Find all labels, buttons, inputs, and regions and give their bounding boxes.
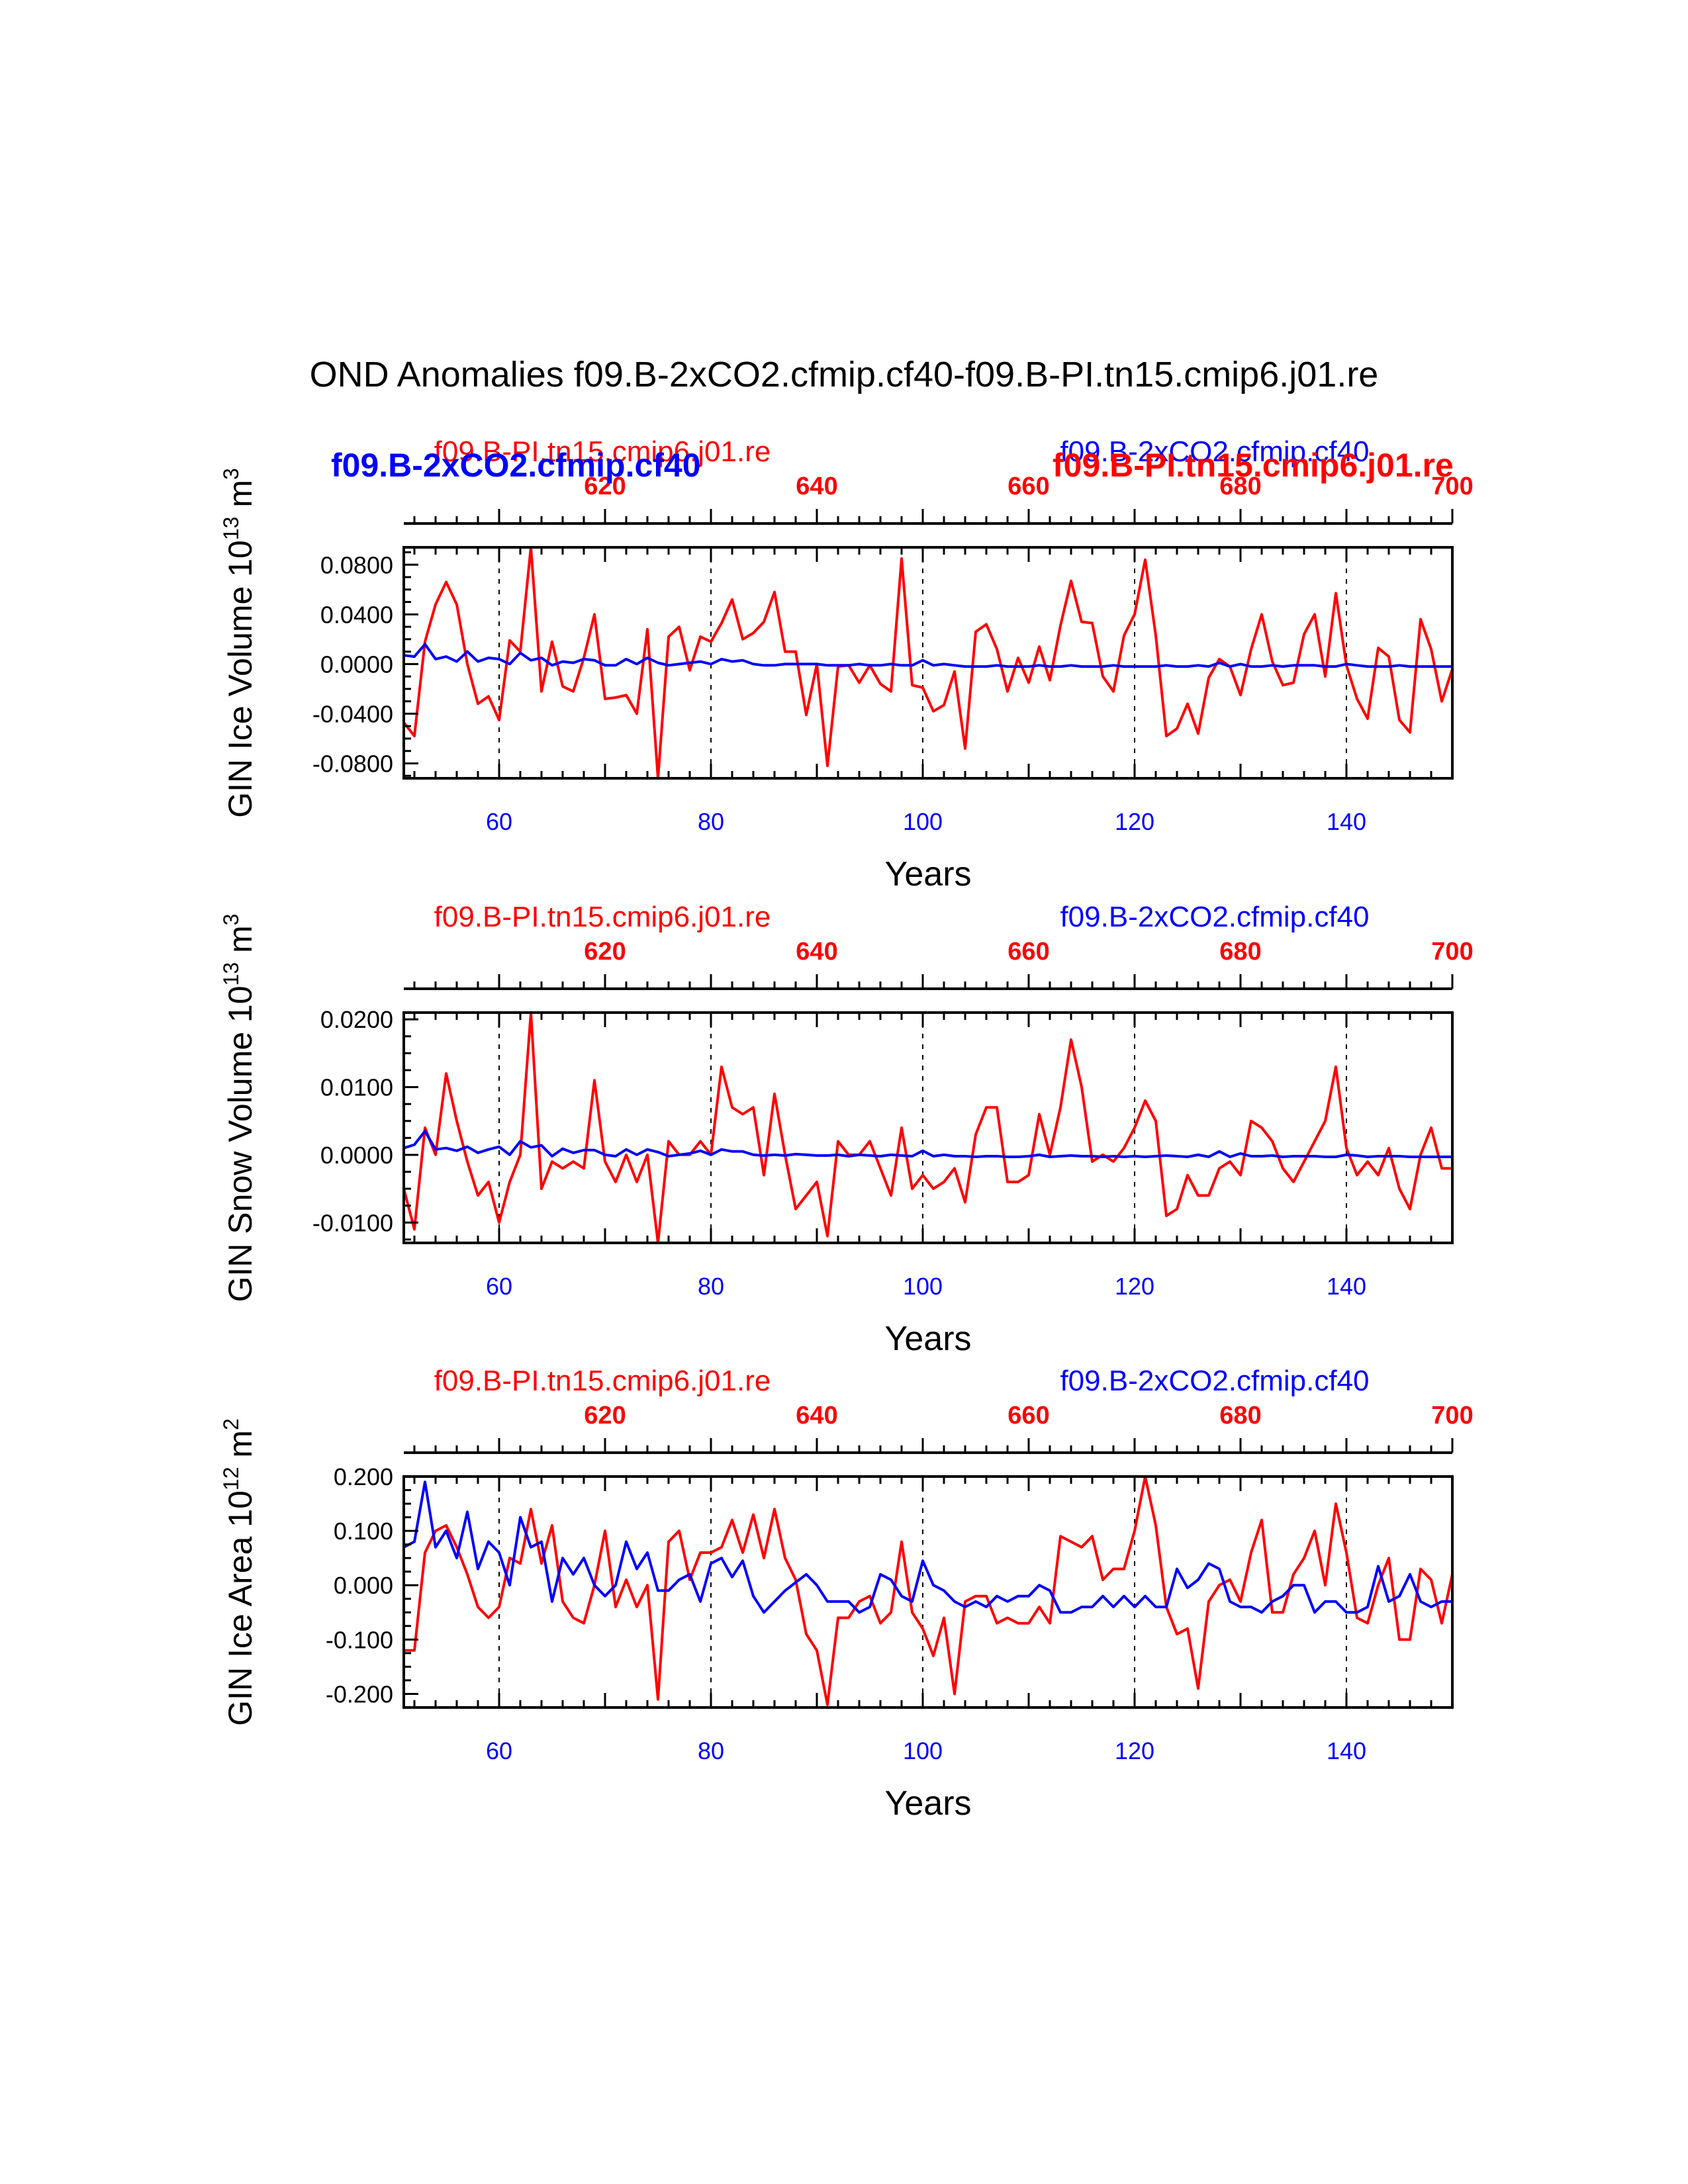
x-tick-label-bottom: 120 [1115,1273,1154,1300]
panels: f09.B-PI.tn15.cmip6.j01.re f09.B-2xCO2.cf… [219,435,1474,1823]
x-tick-label-bottom: 60 [486,1737,512,1764]
y-axis-label: GIN Ice Area 1012 m2 [219,1418,259,1726]
x-tick-label-top: 640 [796,473,837,500]
series-line-exp [403,1480,1452,1614]
panel-title-ctrl: f09.B-PI.tn15.cmip6.j01.re [434,901,771,933]
x-tick-label-bottom: 60 [486,808,512,835]
panel-title-exp: f09.B-2xCO2.cfmip.cf40 [1060,901,1369,933]
x-tick-label-top: 620 [584,1402,626,1430]
x-tick-label-top: 660 [1008,938,1049,966]
y-tick-label: -0.0800 [312,750,393,777]
y-tick-label: -0.0400 [312,700,393,727]
y-tick-label: 0.0800 [320,551,393,578]
y-tick-label: -0.0100 [312,1209,393,1236]
x-tick-label-bottom: 80 [698,1273,724,1300]
y-tick-label: 0.0100 [320,1074,393,1101]
y-tick-label: 0.100 [334,1518,393,1545]
y-tick-label: -0.100 [326,1626,393,1653]
series-line-exp [403,643,1452,668]
x-tick-label-bottom: 120 [1115,808,1154,835]
x-tick-label-top: 680 [1219,1402,1261,1430]
x-tick-label-bottom: 60 [486,1273,512,1300]
x-tick-label-top: 700 [1431,1402,1473,1430]
series-line-ctrl [402,546,1454,780]
y-tick-label: 0.0400 [320,601,393,628]
x-axis-label: Years [884,855,971,893]
y-axis-label: GIN Ice Volume 1013 m3 [219,468,259,818]
x-tick-label-top: 640 [796,1402,837,1430]
overlay-label-exp: f09.B-2xCO2.cfmip.cf40 [331,447,701,484]
x-tick-label-bottom: 140 [1327,1737,1366,1764]
x-tick-label-top: 680 [1219,473,1261,500]
x-tick-label-top: 660 [1008,1402,1049,1430]
plot-frame [402,1011,1454,1244]
y-tick-label: 0.0200 [320,1006,393,1033]
x-tick-label-top: 620 [584,938,626,966]
panel-title-exp: f09.B-2xCO2.cfmip.cf40 [1060,1365,1369,1397]
x-tick-label-bottom: 120 [1115,1737,1154,1764]
x-tick-label-bottom: 100 [903,1273,943,1300]
y-tick-label: 0.0000 [320,651,393,678]
series-line-ctrl [402,1011,1452,1244]
y-tick-label: -0.200 [326,1680,393,1707]
plot-frame [402,1475,1454,1709]
y-tick-label: 0.200 [334,1463,393,1490]
y-axis-label: GIN Snow Volume 1013 m3 [219,914,259,1302]
x-axis-label: Years [884,1320,971,1358]
y-tick-label: 0.0000 [320,1142,393,1169]
x-tick-label-top: 700 [1431,938,1473,966]
x-tick-label-bottom: 80 [698,808,724,835]
series-line-exp [403,1130,1452,1158]
main-title: OND Anomalies f09.B-2xCO2.cfmip.cf40-f09… [310,355,1379,394]
x-tick-label-top: 620 [584,473,626,500]
plot-frame [402,546,1454,780]
x-tick-label-bottom: 140 [1327,808,1366,835]
panel-3: f09.B-PI.tn15.cmip6.j01.re f09.B-2xCO2.cf… [219,1365,1474,1823]
panel-title-ctrl: f09.B-PI.tn15.cmip6.j01.re [434,435,771,468]
x-tick-label-top: 660 [1008,473,1049,500]
x-tick-label-bottom: 140 [1327,1273,1366,1300]
overlay-label-ctrl: f09.B-PI.tn15.cmip6.j01.re [1053,447,1454,484]
panel-title-ctrl: f09.B-PI.tn15.cmip6.j01.re [434,1365,771,1397]
y-tick-label: 0.000 [334,1572,393,1599]
x-tick-label-bottom: 100 [903,1737,943,1764]
panel-2: f09.B-PI.tn15.cmip6.j01.re f09.B-2xCO2.cf… [219,901,1474,1358]
x-tick-label-bottom: 80 [698,1737,724,1764]
panel-title-exp: f09.B-2xCO2.cfmip.cf40 [1060,435,1369,468]
panel-1: f09.B-PI.tn15.cmip6.j01.re f09.B-2xCO2.cf… [219,435,1474,893]
x-tick-label-bottom: 100 [903,808,943,835]
series-line-ctrl [404,1475,1454,1706]
x-tick-label-top: 700 [1431,473,1473,500]
x-tick-label-top: 680 [1219,938,1261,966]
x-axis-label: Years [884,1784,971,1823]
x-tick-label-top: 640 [796,938,837,966]
